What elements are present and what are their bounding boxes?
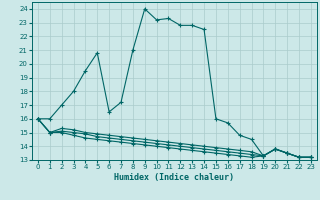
X-axis label: Humidex (Indice chaleur): Humidex (Indice chaleur) [115,173,234,182]
